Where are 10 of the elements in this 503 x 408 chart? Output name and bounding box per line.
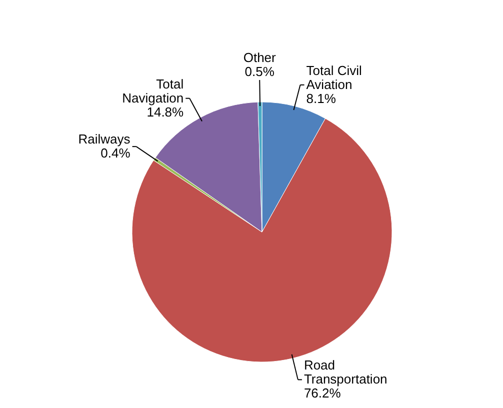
slice-label: Total Navigation	[122, 76, 184, 106]
data-label: 0.5%	[244, 64, 275, 80]
data-label: 14.8%	[146, 104, 184, 120]
data-label: 8.1%	[306, 90, 336, 106]
slice-label: Other	[243, 50, 277, 66]
slice-label: Railways	[78, 132, 131, 147]
data-label: 76.2%	[304, 386, 342, 401]
slice-label: Total Civil Aviation	[306, 62, 362, 92]
slice-label: Road Transportation	[304, 358, 388, 387]
data-label: 0.4%	[100, 146, 131, 161]
